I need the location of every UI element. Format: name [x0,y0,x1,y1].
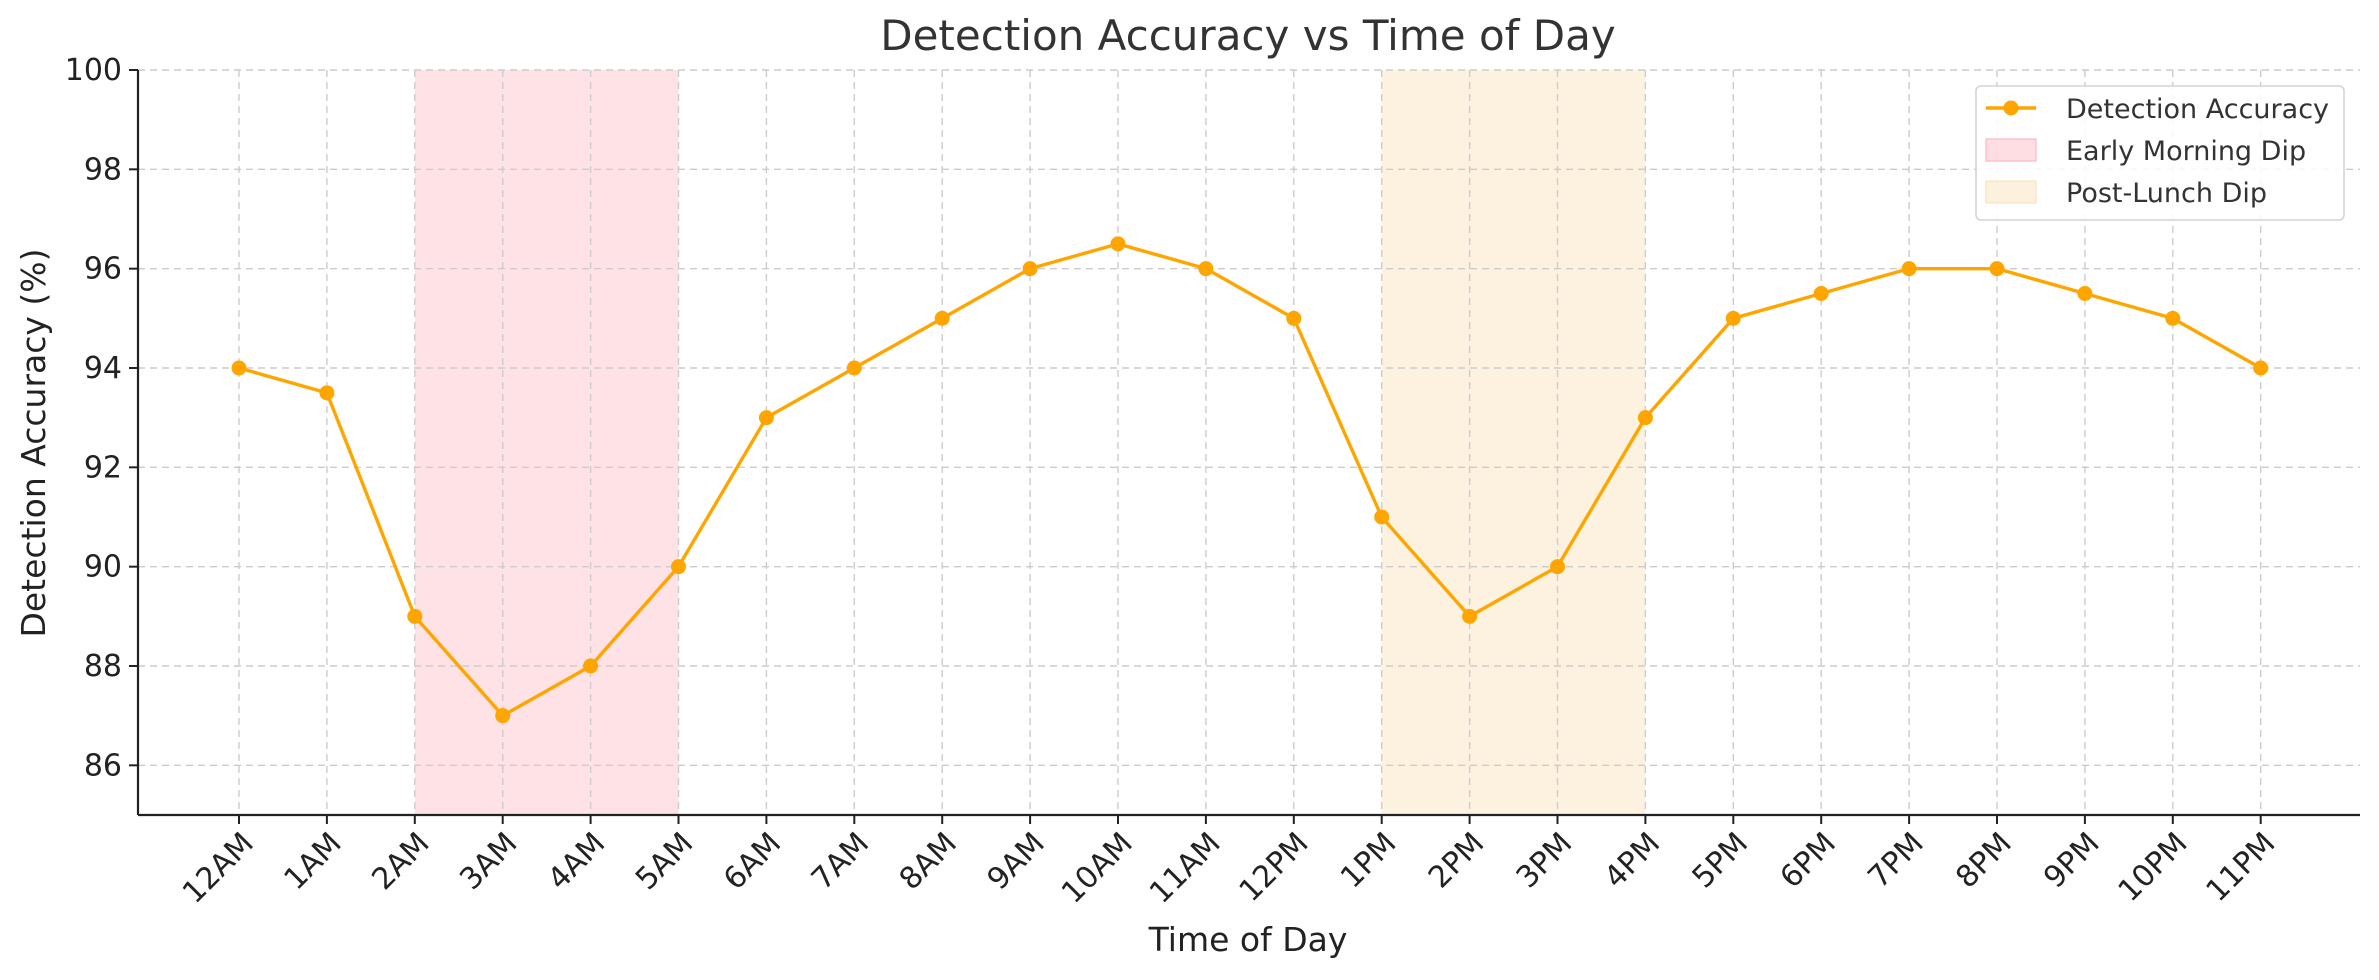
x-tick-label: 2PM [1422,826,1491,895]
data-point [846,360,862,376]
x-tick-label: 7PM [1861,826,1930,895]
y-tick-label: 98 [84,152,122,187]
data-point [1813,286,1829,301]
x-tick-label: 12PM [1233,826,1316,909]
data-point [934,310,950,326]
shaded-regions [414,70,1646,815]
x-tick-label: 12AM [176,826,261,911]
y-tick-label: 88 [84,649,122,684]
data-point [495,708,511,724]
shaded-region [414,70,679,815]
y-tick-label: 90 [84,550,122,585]
data-point [1286,310,1302,326]
data-point [1022,261,1038,277]
x-tick-label: 11AM [1143,826,1228,911]
data-point [231,360,247,376]
legend: Detection Accuracy Early Morning Dip Post-… [1975,85,2345,221]
x-tick-label: 1AM [277,826,348,897]
x-tick-label: 6AM [717,826,788,897]
data-point [583,658,599,674]
x-tick-label: 5AM [629,826,700,897]
legend-swatch [1985,180,2037,204]
y-axis-label: Detection Accuracy (%) [14,248,53,637]
data-point [1198,261,1214,277]
grid [138,69,2360,815]
data-point [2165,310,2181,326]
data-point [407,608,423,624]
data-point [671,559,686,575]
x-tick-label: 5PM [1686,826,1755,895]
x-tick-label: 3AM [453,826,524,897]
data-point [319,385,335,401]
x-axis-label: Time of Day [1148,920,1348,959]
legend-box [1975,85,2345,221]
shaded-region [1381,70,1646,815]
x-tick-label: 3PM [1510,826,1579,895]
data-point [2077,286,2093,301]
y-tick-label: 96 [84,252,122,287]
x-tick-label: 2AM [365,826,436,897]
data-point [1901,261,1917,277]
y-tick-label: 94 [84,351,122,386]
data-point [1462,608,1478,624]
data-point [1110,236,1126,252]
x-tick-label: 6PM [1774,826,1843,895]
x-tick-label: 4AM [541,826,612,897]
legend-label: Detection Accuracy [2066,94,2329,125]
x-tick-label: 1PM [1334,826,1403,895]
x-tick-label: 8AM [893,826,964,897]
series [231,236,2269,724]
chart-title: Detection Accuracy vs Time of Day [880,11,1615,60]
data-point [1550,559,1565,575]
data-point [2253,360,2269,376]
legend-label: Post-Lunch Dip [2066,178,2267,209]
data-point [1725,310,1741,326]
data-point [1989,261,2005,277]
x-tick-label: 9PM [2037,826,2106,895]
data-point [1637,410,1653,426]
x-tick-label: 11PM [2200,826,2283,909]
y-tick-label: 100 [65,53,122,88]
y-tick-label: 92 [84,450,122,485]
x-tick-label: 10AM [1055,826,1140,911]
y-tick-label: 86 [84,748,122,783]
x-tick-label: 9AM [981,826,1052,897]
legend-label: Early Morning Dip [2066,136,2306,167]
legend-marker [2003,100,2019,116]
series-line [238,242,2262,718]
x-tick-label: 7AM [805,826,876,897]
data-point [758,410,774,426]
data-point [1374,509,1390,525]
x-tick-label: 8PM [1949,826,2018,895]
legend-swatch [1985,138,2037,162]
x-tick-label: 4PM [1598,826,1667,895]
x-tick-label: 10PM [2112,826,2195,909]
